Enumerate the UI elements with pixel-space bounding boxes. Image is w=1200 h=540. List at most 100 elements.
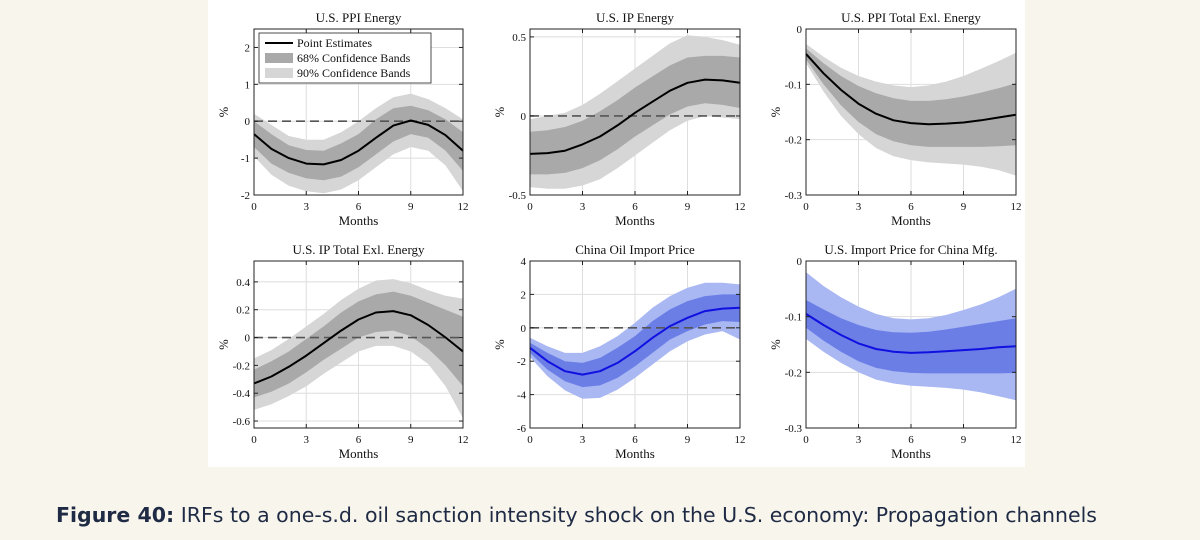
x-axis-label: Months <box>339 446 379 461</box>
x-axis-label: Months <box>615 446 655 461</box>
point-estimate-line <box>805 313 1017 354</box>
legend-swatch-90 <box>265 68 293 78</box>
y-axis-label: % <box>493 339 507 349</box>
legend-label-68: 68% Confidence Bands <box>297 51 411 65</box>
x-tick-label: 6 <box>632 201 638 213</box>
x-tick-label: 6 <box>908 201 914 213</box>
point-estimate-line <box>253 119 464 166</box>
chart-panel-4: 0 3 6 9 12 -0.6 -0.4 -0.2 0 0.2 0.4 U.S. IP Total E… <box>217 242 469 461</box>
y-tick-label: -0.2 <box>233 360 250 372</box>
x-tick-label: 6 <box>356 434 362 446</box>
point-estimate-line <box>529 78 741 155</box>
x-axis-label: Months <box>891 213 931 228</box>
x-axis-label: Months <box>891 446 931 461</box>
figure-panel: 0 3 6 9 12 -2 -1 0 1 2 U.S. PPI Energy Months% Point… <box>208 0 1025 467</box>
y-tick-label: 2 <box>245 42 251 54</box>
x-tick-label: 9 <box>685 201 691 213</box>
chart-panel-6: 0 3 6 9 12 -0.3 -0.2 -0.1 0 U.S. Import Price for… <box>769 242 1022 461</box>
chart-title: U.S. PPI Energy <box>316 10 402 25</box>
x-tick-label: 9 <box>961 201 967 213</box>
x-tick-label: 9 <box>685 434 691 446</box>
chart-title: China Oil Import Price <box>575 242 695 257</box>
x-tick-label: 0 <box>527 434 533 446</box>
x-tick-label: 0 <box>251 201 257 213</box>
figure-caption-text: IRFs to a one-s.d. oil sanction intensit… <box>180 503 1097 527</box>
y-tick-label: -0.3 <box>785 190 803 202</box>
x-axis-label: Months <box>339 213 379 228</box>
y-axis-label: % <box>769 107 783 117</box>
y-tick-label: 1 <box>245 79 251 91</box>
y-tick-label: 0.5 <box>512 32 526 44</box>
y-axis-label: % <box>217 107 231 117</box>
chart-title: U.S. Import Price for China Mfg. <box>824 242 997 257</box>
point-estimate-line <box>529 306 741 376</box>
band-68 <box>254 291 463 398</box>
x-tick-label: 9 <box>961 434 967 446</box>
x-tick-label: 6 <box>356 201 362 213</box>
x-axis-label: Months <box>615 213 655 228</box>
chart-title: U.S. IP Energy <box>596 10 675 25</box>
band-68 <box>806 300 1016 374</box>
chart-panel-5: 0 3 6 9 12 -6 -4 -2 0 2 4 China Oil Import Price Mon… <box>493 242 746 461</box>
point-estimate-line <box>805 53 1017 126</box>
point-estimate-line <box>253 310 464 385</box>
y-axis-label: % <box>217 339 231 349</box>
legend-label-point: Point Estimates <box>297 36 372 50</box>
figure-caption-label: Figure 40: <box>56 503 175 527</box>
y-tick-label: -0.1 <box>785 312 802 324</box>
y-tick-label: -0.5 <box>509 190 527 202</box>
y-tick-label: 2 <box>521 289 527 301</box>
legend-label-90: 90% Confidence Bands <box>297 66 411 80</box>
y-axis-label: % <box>493 107 507 117</box>
x-tick-label: 12 <box>735 434 746 446</box>
y-tick-label: -2 <box>517 356 526 368</box>
x-tick-label: 3 <box>856 434 862 446</box>
x-tick-label: 3 <box>580 201 586 213</box>
x-tick-label: 3 <box>856 201 862 213</box>
y-tick-label: -1 <box>241 153 250 165</box>
x-tick-label: 12 <box>458 434 469 446</box>
y-tick-label: -0.2 <box>785 135 802 147</box>
y-tick-label: -0.2 <box>785 367 802 379</box>
y-tick-label: -4 <box>517 390 527 402</box>
x-tick-label: 0 <box>803 434 809 446</box>
y-tick-label: -2 <box>241 190 250 202</box>
x-tick-label: 3 <box>304 434 310 446</box>
x-tick-label: 12 <box>1011 201 1022 213</box>
x-tick-label: 6 <box>908 434 914 446</box>
legend-swatch-68 <box>265 53 293 63</box>
x-tick-label: 0 <box>527 201 533 213</box>
x-tick-label: 3 <box>304 201 310 213</box>
x-tick-label: 12 <box>1011 434 1022 446</box>
figure-caption: Figure 40: IRFs to a one-s.d. oil sancti… <box>56 503 1097 527</box>
y-tick-label: -0.3 <box>785 423 803 435</box>
x-tick-label: 0 <box>251 434 257 446</box>
chart-title: U.S. IP Total Exl. Energy <box>292 242 425 257</box>
y-tick-label: -0.6 <box>233 416 251 428</box>
x-tick-label: 9 <box>408 201 414 213</box>
x-tick-label: 3 <box>580 434 586 446</box>
y-tick-label: 0 <box>797 24 803 36</box>
y-tick-label: -0.4 <box>233 388 251 400</box>
y-tick-label: 4 <box>521 256 527 268</box>
y-tick-label: -6 <box>517 423 527 435</box>
y-tick-label: 0.2 <box>236 305 250 317</box>
x-tick-label: 12 <box>458 201 469 213</box>
band-68 <box>254 105 463 181</box>
y-tick-label: 0 <box>521 323 527 335</box>
y-tick-label: 0 <box>797 256 803 268</box>
x-tick-label: 6 <box>632 434 638 446</box>
y-axis-label: % <box>769 339 783 349</box>
y-tick-label: 0.4 <box>236 277 250 289</box>
y-tick-label: -0.1 <box>785 79 802 91</box>
y-tick-label: 0 <box>245 333 251 345</box>
x-tick-label: 0 <box>803 201 809 213</box>
x-tick-label: 12 <box>735 201 746 213</box>
y-tick-label: 0 <box>521 111 527 123</box>
y-tick-label: 0 <box>245 116 251 128</box>
chart-panel-3: 0 3 6 9 12 -0.3 -0.2 -0.1 0 U.S. PPI Total Exl. E… <box>769 10 1022 228</box>
x-tick-label: 9 <box>408 434 414 446</box>
